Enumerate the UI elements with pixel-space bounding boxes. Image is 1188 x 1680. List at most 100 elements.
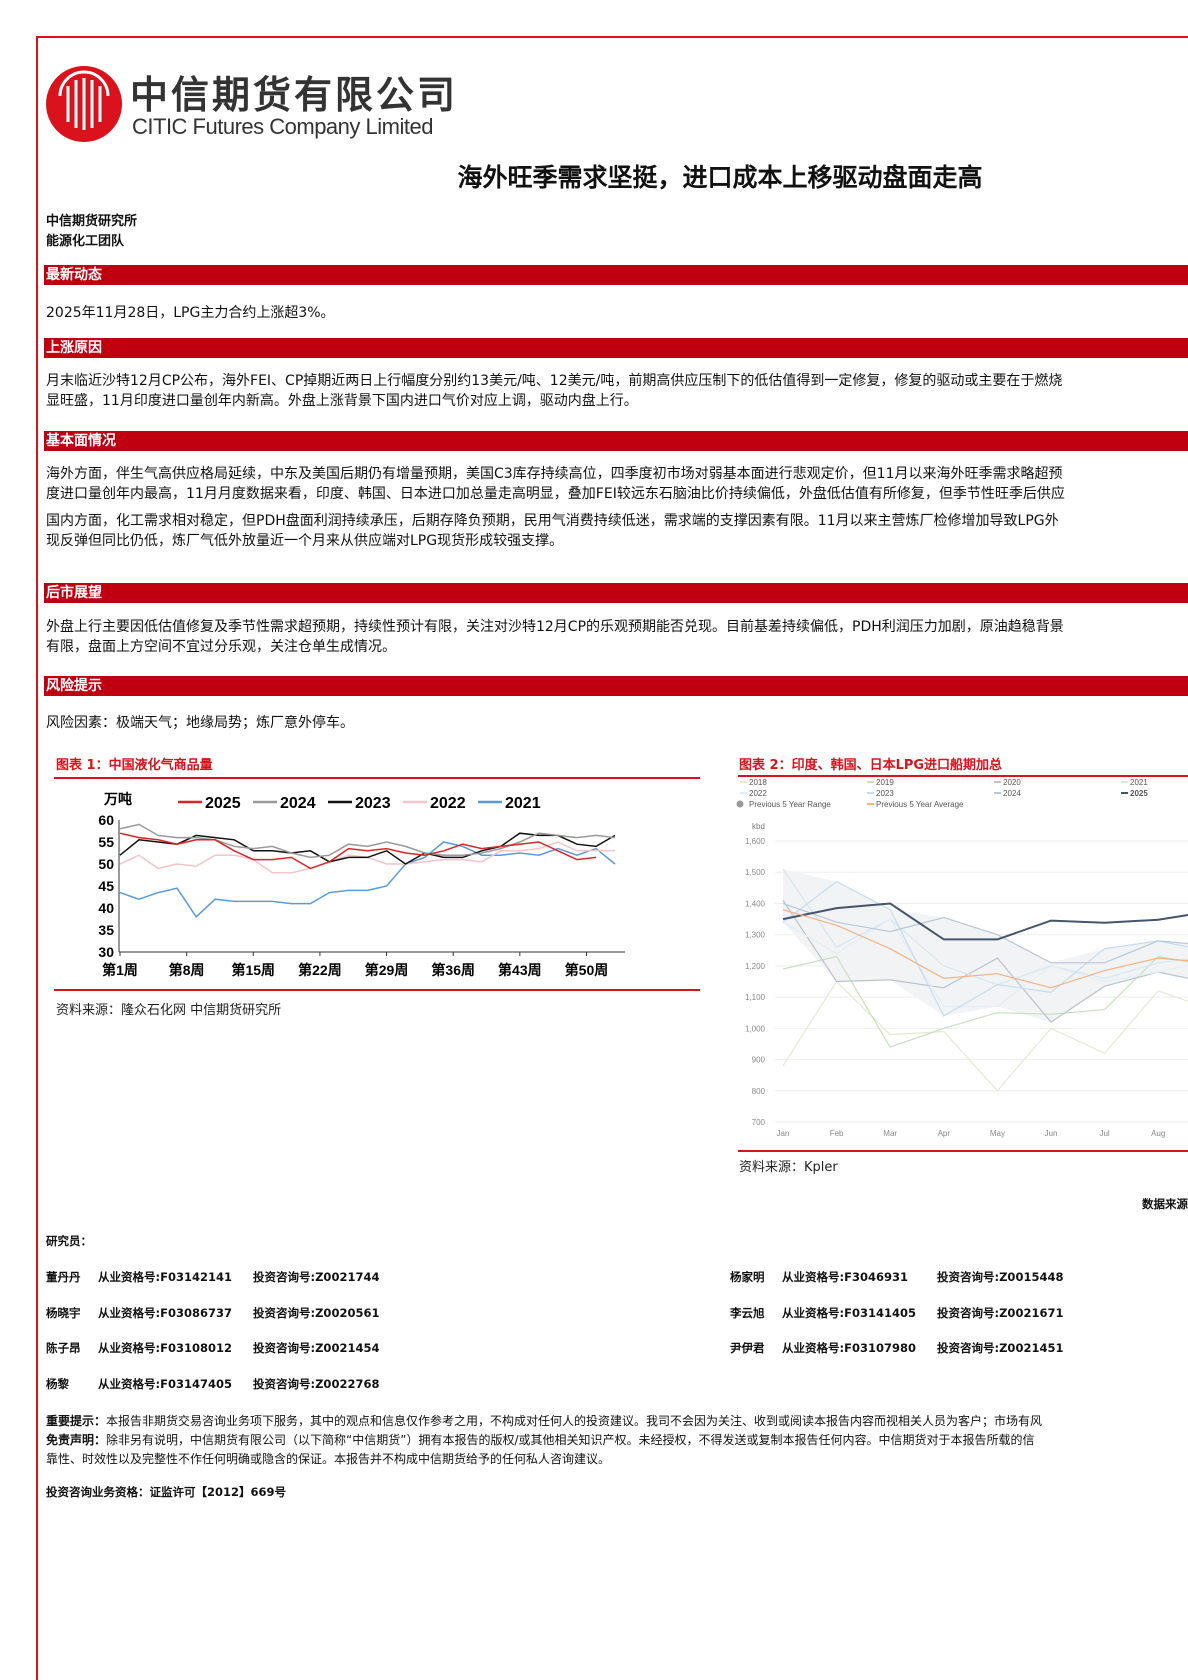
divider	[738, 1150, 1188, 1152]
paragraph-line: 外盘上行主要因低估值修复及季节性需求超预期，持续性预计有限，关注对沙特12月CP…	[46, 619, 1064, 635]
y-tick-label: 50	[98, 856, 114, 872]
y-tick-label: 1,400	[745, 899, 766, 908]
paragraph-line: 显旺盛，11月印度进口量创年内新高。外盘上涨背景下国内进口气价对应上调，驱动内盘…	[46, 393, 638, 409]
y-tick-label: 1,600	[745, 837, 766, 846]
series-line-2019	[782, 955, 1188, 1048]
y-axis-label: kbd	[752, 822, 765, 831]
series-line-2018	[782, 980, 1188, 1092]
x-tick-label: Apr	[938, 1129, 951, 1138]
paragraph-line: 国内方面，化工需求相对稳定，但PDH盘面利润持续承压，后期存降负预期，民用气消费…	[46, 513, 1059, 529]
legend-label: 2025	[205, 795, 241, 812]
chart1-caption: 图表 1：中国液化气商品量	[56, 758, 213, 773]
paragraph-line: 风险因素：极端天气；地缘局势；炼厂意外停车。	[46, 715, 354, 731]
y-axis-label: 万吨	[103, 791, 132, 808]
series-line-2024	[782, 902, 1188, 964]
researcher-left: 杨黎 从业资格号:F03147405 投资咨询号:Z0022768	[46, 1377, 380, 1391]
disclaimer: 免责声明：除非另有说明，中信期货有限公司（以下简称“中信期货”）拥有本报告的版权…	[46, 1433, 1035, 1447]
legend-label: 2024	[280, 795, 316, 812]
researcher-left: 陈子昂 从业资格号:F03108012 投资咨询号:Z0021454	[46, 1341, 380, 1355]
series-line-2021	[119, 841, 616, 918]
x-tick-label: Feb	[830, 1129, 844, 1138]
y-tick-label: 60	[98, 812, 114, 828]
series-line-2023	[119, 832, 616, 865]
legend-label: 2020	[1003, 778, 1021, 787]
y-tick-label: 1,500	[745, 868, 766, 877]
x-tick-label: 第1周	[102, 962, 138, 978]
paragraph-line: 海外方面，伴生气高供应格局延续，中东及美国后期仍有增量预期，美国C3库存持续高位…	[46, 466, 1063, 482]
paragraph-line: 度进口量创年内最高，11月月度数据来看，印度、韩国、日本进口加总量走高明显，叠加…	[46, 486, 1065, 502]
legend-label: 2021	[1130, 778, 1148, 787]
page-frame-left	[36, 36, 38, 1680]
legend-label: Previous 5 Year Range	[749, 800, 831, 809]
legend-label: Previous 5 Year Average	[876, 800, 964, 809]
previous-5-year-range	[783, 869, 1188, 1023]
series-line-2025	[119, 832, 597, 870]
legend-label: 2023	[876, 789, 894, 798]
company-name-cn: 中信期货有限公司	[130, 72, 459, 117]
x-tick-label: 第43周	[498, 962, 542, 978]
series-line-Previous-5-Year-Average	[782, 909, 1188, 989]
chart1-source: 资料来源：隆众石化网 中信期货研究所	[56, 1003, 282, 1018]
x-tick-label: 第50周	[565, 962, 609, 978]
researcher-right: 杨家明 从业资格号:F3046931 投资咨询号:Z0015448	[730, 1270, 1064, 1284]
x-tick-label: 第8周	[169, 962, 205, 978]
y-tick-label: 1,200	[745, 962, 766, 971]
y-tick-label: 1,300	[745, 931, 766, 940]
legend-label: 2022	[749, 789, 767, 798]
page-title: 海外旺季需求坚挺，进口成本上移驱动盘面走高	[457, 163, 983, 192]
researcher-right: 李云旭 从业资格号:F03141405 投资咨询号:Z0021671	[730, 1306, 1064, 1320]
org-name: 中信期货研究所	[46, 214, 138, 229]
y-tick-label: 40	[98, 900, 114, 916]
y-tick-label: 800	[752, 1087, 766, 1096]
paragraph-line: 现反弹但同比仍低，炼厂气低外放量近一个月来从供应端对LPG现货形成较强支撑。	[46, 533, 564, 549]
license: 投资咨询业务资格：证监许可【2012】669号	[46, 1485, 287, 1499]
company-name-en: CITIC Futures Company Limited	[132, 114, 433, 139]
paragraph-line: 有限，盘面上方空间不宜过分乐观，关注仓单生成情况。	[46, 639, 396, 655]
important-notice: 重要提示：本报告非期货交易咨询业务项下服务，其中的观点和信息仅作参考之用，不构成…	[46, 1414, 1043, 1428]
x-tick-label: 第15周	[231, 962, 275, 978]
series-line-2023	[782, 880, 1188, 1017]
researchers-label: 研究员：	[46, 1234, 92, 1248]
series-line-2024	[119, 823, 616, 859]
legend-label: 2018	[749, 778, 767, 787]
y-tick-label: 35	[98, 922, 114, 938]
x-tick-label: Jan	[777, 1129, 790, 1138]
divider	[54, 989, 700, 991]
section-heading: 后市展望	[44, 583, 1188, 603]
paragraph-line: 2025年11月28日，LPG主力合约上涨超3%。	[46, 305, 335, 321]
legend-label: 2025	[1130, 789, 1148, 798]
legend-label: 2024	[1003, 789, 1021, 798]
citic-logo-icon	[46, 66, 122, 142]
x-tick-label: May	[990, 1129, 1005, 1138]
chart1: 30 35 40 45 50 55 60 第1周 第8周 第15周 第22周 第29周 第36周 第43周…	[98, 791, 625, 978]
y-tick-label: 45	[98, 878, 114, 894]
y-tick-label: 700	[752, 1118, 766, 1127]
disclaimer-line2: 靠性、时效性以及完整性不作任何明确或隐含的保证。本报告并不构成中信期货给予的任何…	[46, 1452, 611, 1466]
page-frame-top	[36, 36, 1188, 38]
x-tick-label: Jun	[1045, 1129, 1058, 1138]
section-heading: 上涨原因	[44, 338, 1188, 358]
divider	[54, 777, 700, 779]
section-heading: 最新动态	[44, 265, 1188, 285]
data-source-label: 数据来源	[1142, 1197, 1188, 1211]
x-tick-label: 第36周	[431, 962, 475, 978]
series-line-2022	[782, 918, 1188, 1008]
y-tick-label: 1,000	[745, 1024, 766, 1033]
legend-label: 2019	[876, 778, 894, 787]
legend-label: 2022	[430, 795, 466, 812]
legend-label: 2023	[355, 795, 391, 812]
x-tick-label: Mar	[883, 1129, 897, 1138]
paragraph-line: 月末临近沙特12月CP公布，海外FEI、CP掉期近两日上行幅度分别约13美元/吨…	[46, 373, 1063, 389]
y-tick-label: 30	[98, 944, 114, 960]
legend-range-swatch	[736, 800, 744, 808]
y-tick-label: 900	[752, 1056, 766, 1065]
chart2-source: 资料来源：Kpler	[739, 1160, 838, 1175]
section-heading: 风险提示	[44, 676, 1188, 696]
section-heading: 基本面情况	[44, 431, 1188, 451]
researcher-left: 杨晓宇 从业资格号:F03086737 投资咨询号:Z0020561	[46, 1306, 380, 1320]
series-line-2020	[782, 899, 1188, 1023]
y-tick-label: 55	[98, 834, 114, 850]
chart2-caption: 图表 2：印度、韩国、日本LPG进口船期加总	[739, 758, 1003, 773]
team-name: 能源化工团队	[46, 234, 125, 249]
researcher-left: 董丹丹 从业资格号:F03142141 投资咨询号:Z0021744	[46, 1270, 380, 1284]
